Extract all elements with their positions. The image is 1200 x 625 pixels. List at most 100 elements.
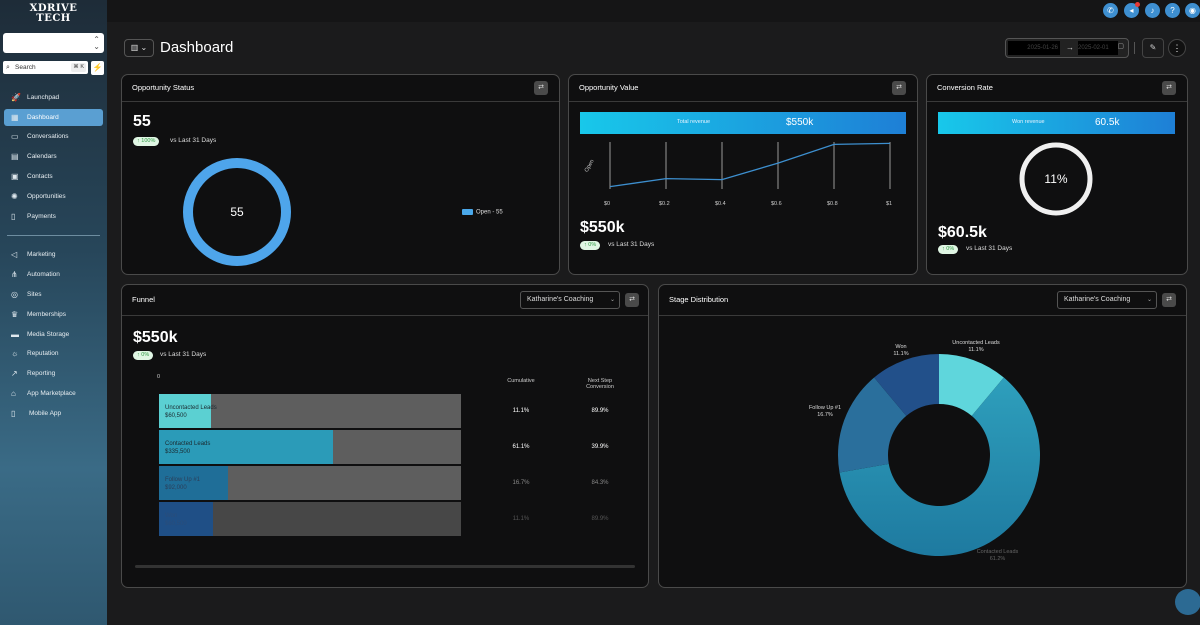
dashboard-switcher[interactable]: ▥ ⌄	[124, 39, 154, 57]
sidebar-item-reporting[interactable]: ↗ Reporting	[4, 365, 103, 382]
funnel-bar[interactable]	[159, 394, 211, 428]
location-switcher[interactable]: ⌃ ⌄	[3, 33, 104, 53]
donut-slice[interactable]	[939, 354, 1004, 416]
user-icon: ◉	[1189, 6, 1196, 15]
swap-icon: ⇄	[1166, 84, 1172, 91]
stage-name: Contacted Leads	[165, 441, 211, 447]
sidebar-item-automation[interactable]: ⋔ Automation	[4, 266, 103, 283]
change-badge: ↑ 0%	[133, 351, 154, 360]
date-range-picker[interactable]: 2025-01-26 → 2025-02-01 ▢	[1005, 38, 1129, 58]
x-tick: $0.2	[659, 201, 670, 207]
chevron-updown-icon: ⌃ ⌄	[93, 35, 100, 51]
notifications-button[interactable]: ♪	[1145, 3, 1160, 18]
sidebar-item-contacts[interactable]: ▣ Contacts	[4, 168, 103, 185]
sidebar-item-memberships[interactable]: ♛ Memberships	[4, 306, 103, 323]
donut-ring	[183, 158, 291, 266]
sidebar-item-mobile-app[interactable]: ▯ Mobile App	[4, 405, 103, 422]
sidebar-item-dashboard[interactable]: ▦ Dashboard	[4, 109, 103, 126]
won-revenue-total: $60.5k	[938, 224, 987, 241]
cumulative-header: Cumulative	[507, 378, 535, 384]
profile-button[interactable]: ◉	[1185, 3, 1200, 18]
funnel-bar[interactable]	[159, 430, 333, 464]
chevron-down-icon: ⌄	[1146, 297, 1152, 303]
sidebar-item-app-marketplace[interactable]: ⌂ App Marketplace	[4, 385, 103, 402]
won-revenue-bar: Won revenue 60.5k	[938, 112, 1175, 134]
cumulative-value: 16.7%	[512, 480, 530, 486]
change-badge: ↑ 0%	[580, 241, 601, 250]
opportunity-value-card: Opportunity Value ⇄	[568, 74, 918, 275]
announcements-button[interactable]: ◂	[1124, 2, 1140, 18]
card-settings-button[interactable]: ⇄	[534, 81, 548, 95]
quick-actions-button[interactable]: ⚡	[91, 61, 104, 75]
layout-icon: ▥	[130, 43, 139, 52]
megaphone-icon: ◁	[11, 250, 18, 259]
card-settings-button[interactable]: ⇄	[625, 293, 639, 307]
gauge-ring	[1019, 142, 1093, 216]
calendar-icon: ▢	[1117, 43, 1124, 50]
sidebar-item-calendars[interactable]: ▤ Calendars	[4, 148, 103, 165]
donut-slice[interactable]	[838, 377, 907, 473]
sidebar-item-media-storage[interactable]: ▬ Media Storage	[4, 326, 103, 343]
stage-name: Won	[165, 513, 178, 519]
date-from[interactable]: 2025-01-26	[1008, 41, 1060, 55]
sidebar-search[interactable]: ⌕ Search ⌘ K	[3, 61, 88, 74]
slice-label-uncontacted: Uncontacted Leads 11.1%	[952, 340, 1000, 353]
pipeline-select[interactable]: Katharine's Coaching ⌄	[520, 291, 620, 309]
edit-dashboard-button[interactable]: ✎	[1142, 38, 1164, 58]
sidebar-item-reputation[interactable]: ☼ Reputation	[4, 345, 103, 362]
donut-slice[interactable]	[839, 377, 1040, 556]
swap-icon: ⇄	[896, 84, 902, 91]
sidebar-item-marketing[interactable]: ◁ Marketing	[4, 246, 103, 263]
toolbar-divider	[1134, 42, 1135, 54]
more-options-button[interactable]: ⋮	[1168, 39, 1186, 57]
bell-icon: ♪	[1150, 6, 1155, 15]
payments-icon: ▯	[11, 212, 16, 221]
date-to[interactable]: 2025-02-01	[1078, 41, 1118, 55]
next-step-value: 39.9%	[591, 444, 609, 450]
card-title: Opportunity Status	[132, 83, 195, 92]
stage-amount: $92,000	[165, 485, 187, 491]
opportunity-value-line-chart	[609, 142, 891, 189]
next-step-value: 84.3%	[591, 480, 609, 486]
pipeline-select[interactable]: Katharine's Coaching ⌄	[1057, 291, 1157, 309]
donut-slice[interactable]	[874, 354, 939, 416]
more-vertical-icon: ⋮	[1172, 43, 1182, 53]
funnel-total: $550k	[133, 329, 178, 346]
conversion-rate-gauge	[1019, 142, 1093, 216]
slice-label-won: Won 11.1%	[893, 344, 909, 357]
card-settings-button[interactable]: ⇄	[1162, 81, 1176, 95]
card-title: Funnel	[132, 295, 155, 304]
sidebar-item-sites[interactable]: ◎ Sites	[4, 286, 103, 303]
x-tick: $0.6	[771, 201, 782, 207]
funnel-bar[interactable]	[159, 502, 213, 536]
brand-logo[interactable]: XDRIVE TECH	[29, 3, 78, 24]
chat-icon: ▭	[11, 132, 19, 141]
card-settings-button[interactable]: ⇄	[892, 81, 906, 95]
stage-name: Follow Up #1	[165, 477, 201, 483]
donut-center-value: 55	[230, 205, 244, 219]
sidebar-item-payments[interactable]: ▯ Payments	[4, 208, 103, 225]
x-tick: $0	[604, 201, 611, 207]
chat-widget-button[interactable]	[1175, 589, 1200, 615]
funnel-axis-zero: 0	[157, 374, 161, 380]
funnel-bar[interactable]	[159, 466, 228, 500]
arrow-right-icon: →	[1066, 43, 1074, 52]
notification-dot	[1135, 2, 1140, 7]
slice-label-contacted: Contacted Leads 61.2%	[976, 549, 1019, 562]
cumulative-value: 11.1%	[512, 408, 530, 414]
card-settings-button[interactable]: ⇄	[1162, 293, 1176, 307]
comparison-label: vs Last 31 Days	[608, 241, 655, 248]
sidebar-item-launchpad[interactable]: 🚀 Launchpad	[4, 89, 103, 106]
sidebar-item-opportunities[interactable]: ✺ Opportunities	[4, 188, 103, 205]
sidebar-item-conversations[interactable]: ▭ Conversations	[4, 128, 103, 145]
megaphone-icon: ◂	[1129, 6, 1134, 15]
funnel-horizontal-scrollbar[interactable]	[135, 565, 635, 568]
grid-icon: ▦	[11, 113, 19, 122]
bar-value: 60.5k	[1095, 117, 1120, 128]
card-header: Opportunity Status ⇄	[122, 75, 559, 102]
marketplace-icon: ⌂	[11, 389, 16, 398]
help-button[interactable]: ?	[1165, 3, 1180, 18]
phone-button[interactable]: ✆	[1103, 3, 1118, 18]
total-revenue-bar: Total revenue $550k	[580, 112, 906, 134]
next-step-header: Next Step Conversion	[586, 378, 614, 390]
